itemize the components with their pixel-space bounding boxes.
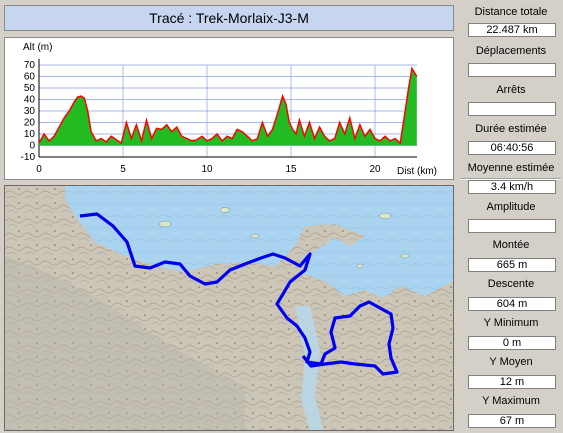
stat-value-avg-speed: 3.4 km/h (468, 180, 556, 194)
stat-value-descent: 604 m (468, 297, 556, 311)
x-tick-label: 5 (120, 164, 126, 175)
stat-value-distance: 22.487 km (468, 23, 556, 37)
stat-label-duration: Durée estimée (475, 123, 547, 135)
stat-label-ascent: Montée (492, 239, 530, 251)
track-title: Tracé : Trek-Morlaix-J3-M (4, 5, 454, 31)
stat-label-y-mean: Y Moyen (489, 356, 533, 368)
stats-panel: Distance totale 22.487 km Déplacements A… (461, 0, 561, 433)
y-tick-label: 30 (24, 106, 36, 117)
route-track (79, 212, 399, 376)
y-tick-label: -10 (21, 152, 36, 163)
stat-value-y-mean: 12 m (468, 375, 556, 389)
stat-label-descent: Descente (487, 278, 535, 290)
stat-value-ascent: 665 m (468, 258, 556, 272)
x-tick-label: 10 (201, 164, 213, 175)
track-title-text: Tracé : Trek-Morlaix-J3-M (149, 10, 309, 26)
y-tick-label: 60 (24, 72, 36, 83)
x-tick-label: 15 (285, 164, 297, 175)
map-hills (5, 256, 245, 430)
x-axis-label: Dist (km) (397, 166, 437, 177)
map-estuary (295, 306, 323, 430)
map-sea (65, 186, 453, 298)
stat-label-y-min: Y Minimum (483, 317, 539, 329)
elevation-line (38, 66, 418, 145)
stat-label-avg-speed: Moyenne estimée (467, 162, 555, 174)
stats-divider (461, 178, 561, 180)
map-svg (5, 186, 453, 430)
stat-value-amplitude (468, 219, 556, 233)
stat-value-y-max: 67 m (468, 414, 556, 428)
stat-value-duration: 06:40:56 (468, 141, 556, 155)
stat-value-y-min: 0 m (468, 336, 556, 350)
y-tick-label: 10 (24, 129, 36, 140)
stat-label-moves: Déplacements (475, 45, 547, 57)
stat-label-distance: Distance totale (474, 6, 548, 18)
x-tick-label: 20 (369, 164, 381, 175)
stat-value-moves (468, 63, 556, 77)
y-tick-label: 70 (24, 60, 36, 71)
stat-label-stops: Arrêts (496, 84, 526, 96)
y-axis-label: Alt (m) (23, 42, 52, 53)
y-tick-label: 0 (29, 141, 35, 152)
stat-value-stops (468, 102, 556, 116)
y-tick-label: 50 (24, 83, 36, 94)
y-tick-label: 20 (24, 118, 36, 129)
stat-label-amplitude: Amplitude (486, 201, 536, 213)
topographic-map[interactable] (4, 185, 454, 431)
elevation-area (39, 68, 417, 146)
x-tick-label: 0 (36, 164, 42, 175)
map-islands (158, 207, 410, 269)
stat-label-y-max: Y Maximum (482, 395, 540, 407)
y-tick-label: 40 (24, 95, 36, 106)
elevation-chart: Alt (m) Dist (km) 70 60 50 40 30 20 10 0 -10 0 5 10… (4, 37, 454, 180)
